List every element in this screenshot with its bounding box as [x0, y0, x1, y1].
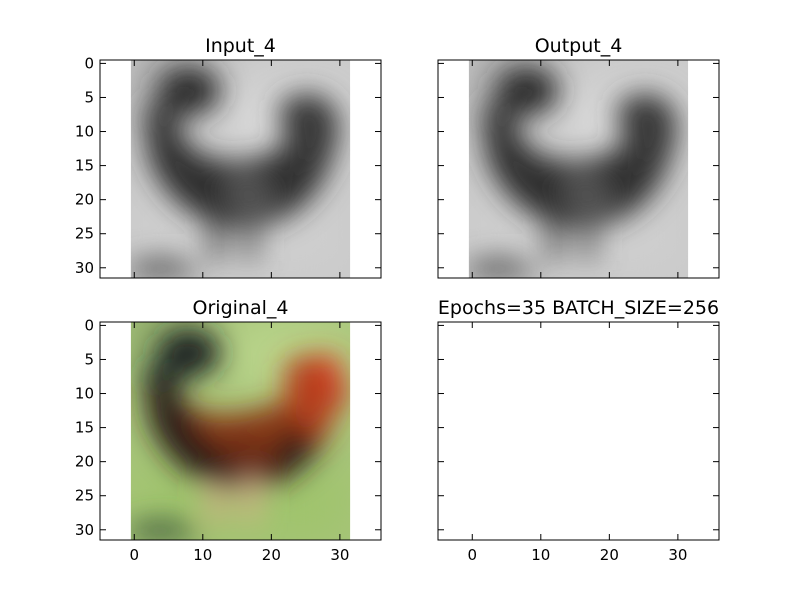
x-tick-label: 10 — [193, 546, 212, 564]
axes-frame — [437, 321, 720, 541]
y-tick-label: 5 — [84, 88, 94, 106]
y-tick-label: 5 — [84, 350, 94, 368]
subplot-1: 0 5 10 15 20 25 30 Input_4 — [75, 35, 382, 279]
subplot-4: 0 10 20 30 Epochs=35 BATCH_SIZE=256 — [437, 297, 720, 564]
subplot-2: Output_4 — [437, 35, 720, 279]
color-rooster-image — [131, 322, 350, 540]
subplot-title: Input_4 — [205, 35, 276, 57]
y-tick-label: 25 — [75, 487, 94, 505]
y-tick-label: 20 — [75, 453, 94, 471]
y-tick-label: 0 — [84, 54, 94, 72]
subplot-title: Output_4 — [535, 35, 623, 57]
y-tick-label: 25 — [75, 225, 94, 243]
y-tick-label: 20 — [75, 191, 94, 209]
x-tick-label: 0 — [129, 546, 139, 564]
subplot-title: Original_4 — [193, 297, 289, 319]
grayscale-rooster-image — [469, 60, 688, 278]
x-tick-label: 0 — [467, 546, 477, 564]
x-tick-label: 10 — [531, 546, 550, 564]
x-tick-label: 20 — [262, 546, 281, 564]
axes-frame — [99, 59, 382, 279]
y-tick-label: 15 — [75, 157, 94, 175]
x-tick-label: 20 — [600, 546, 619, 564]
subplot-title: Epochs=35 BATCH_SIZE=256 — [438, 297, 719, 319]
y-tick-label: 30 — [75, 259, 94, 277]
y-tick-label: 15 — [75, 419, 94, 437]
subplot-3: 0 10 20 30 0 5 10 15 20 25 30 Original_4 — [75, 297, 382, 564]
axes-frame — [99, 321, 382, 541]
x-tick-label: 30 — [330, 546, 349, 564]
y-tick-label: 30 — [75, 521, 94, 539]
axes-frame — [437, 59, 720, 279]
grayscale-rooster-image — [131, 60, 350, 278]
x-tick-label: 30 — [668, 546, 687, 564]
y-tick-label: 0 — [84, 316, 94, 334]
y-tick-label: 10 — [75, 123, 94, 141]
y-tick-label: 10 — [75, 385, 94, 403]
